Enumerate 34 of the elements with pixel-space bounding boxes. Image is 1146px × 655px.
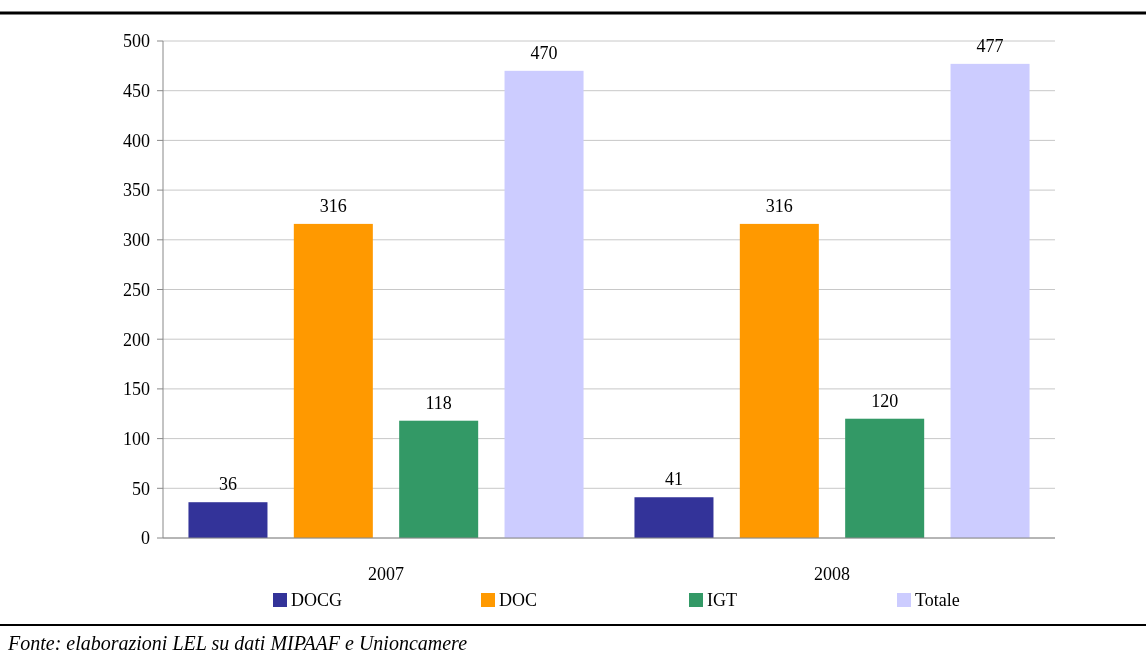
bar [739,223,819,538]
bar [399,420,479,538]
data-label: 118 [425,392,452,413]
bar [188,502,268,538]
y-tick-label: 450 [123,81,150,101]
legend-label: IGT [707,590,737,611]
y-tick-label: 200 [123,329,150,350]
source-note: Fonte: elaborazioni LEL su dati MIPAAF e Unioncamere [7,632,468,654]
y-tick-label: 50 [132,478,150,499]
data-label: 316 [319,195,347,216]
data-label: 316 [765,195,793,216]
legend-label: DOCG [291,590,343,611]
data-label: 36 [218,474,237,495]
y-tick-label: 100 [123,428,150,449]
y-tick-label: 0 [141,528,150,549]
data-label: 470 [530,42,558,63]
bar [504,70,584,538]
legend-label: Totale [915,590,960,611]
y-tick-label: 150 [123,379,150,400]
x-tick-label: 2008 [814,564,850,584]
bar [293,223,373,538]
y-tick-label: 350 [123,180,150,201]
y-tick-label: 300 [123,230,150,251]
x-tick-label: 2007 [368,564,404,584]
y-tick-label: 400 [123,130,150,151]
bar [634,497,714,538]
bar [950,63,1030,538]
y-tick-label: 500 [123,31,150,52]
data-label: 477 [976,35,1004,56]
y-tick-label: 250 [123,279,150,300]
bar [845,418,925,538]
legend-label: DOC [499,590,538,611]
data-label: 120 [871,390,899,411]
data-label: 41 [664,469,683,490]
